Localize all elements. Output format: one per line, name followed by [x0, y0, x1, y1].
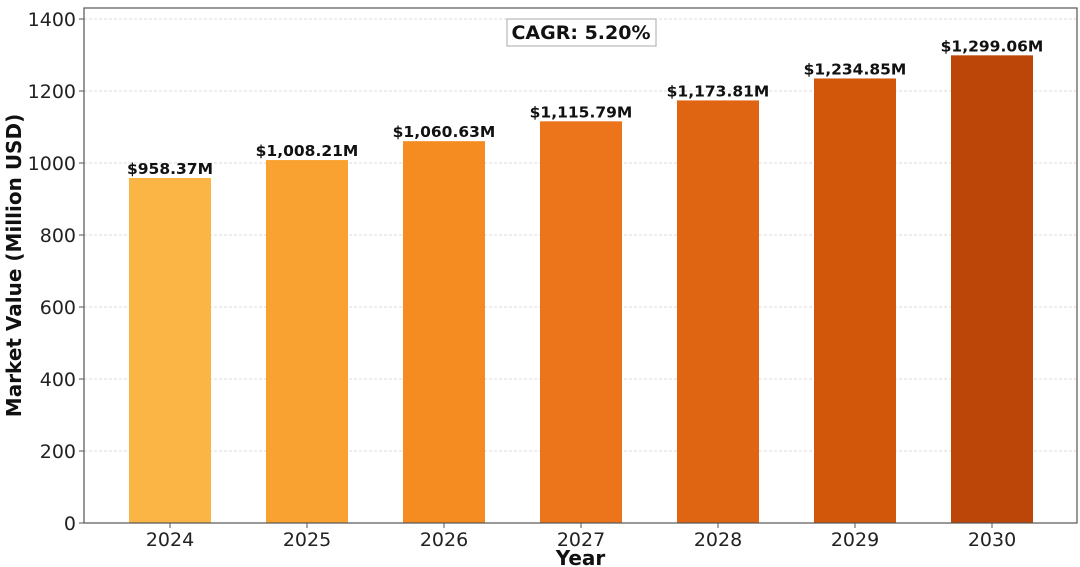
bars: [129, 55, 1033, 523]
bar-2024: [129, 177, 211, 523]
cagr-annotation: CAGR: 5.20%: [506, 18, 657, 47]
data-label-2024: $958.37M: [127, 160, 213, 178]
x-axis-ticks: 2024 2025 2026 2027 2028 2029 2030: [146, 523, 1016, 551]
y-axis-ticks: 0 200 400 600 800 1000 1200 1400: [28, 9, 84, 535]
bar-2025: [266, 160, 348, 523]
y-tick-label-600: 600: [40, 297, 76, 319]
x-tick-label-2030: 2030: [968, 529, 1016, 551]
bar-2029: [814, 78, 896, 523]
x-tick-label-2028: 2028: [694, 529, 742, 551]
y-tick-label-0: 0: [64, 513, 76, 535]
cagr-annotation-text: CAGR: 5.20%: [511, 22, 650, 44]
x-tick-label-2026: 2026: [420, 529, 468, 551]
x-tick-label-2024: 2024: [146, 529, 194, 551]
x-tick-label-2029: 2029: [831, 529, 879, 551]
data-label-2030: $1,299.06M: [941, 37, 1044, 55]
x-axis-title: Year: [555, 546, 606, 567]
y-axis-title: Market Value (Million USD): [2, 114, 26, 417]
bar-2026: [403, 141, 485, 523]
x-tick-label-2025: 2025: [283, 529, 331, 551]
x-tick-label-2027: 2027: [557, 529, 605, 551]
y-tick-label-400: 400: [40, 369, 76, 391]
data-label-2029: $1,234.85M: [804, 60, 907, 78]
y-tick-label-1200: 1200: [28, 81, 76, 103]
y-tick-label-800: 800: [40, 225, 76, 247]
y-tick-label-1000: 1000: [28, 153, 76, 175]
data-label-2025: $1,008.21M: [256, 142, 359, 160]
cagr-annotation-box: [506, 18, 657, 47]
bar-2028: [677, 100, 759, 523]
bar-2030: [951, 55, 1033, 523]
data-labels: $958.37M $1,008.21M $1,060.63M $1,115.79M $1…: [127, 37, 1043, 178]
y-tick-label-1400: 1400: [28, 9, 76, 31]
data-label-2028: $1,173.81M: [667, 82, 770, 100]
bar-2027: [540, 121, 622, 523]
y-tick-label-200: 200: [40, 441, 76, 463]
data-label-2026: $1,060.63M: [393, 123, 496, 141]
data-label-2027: $1,115.79M: [530, 103, 633, 121]
